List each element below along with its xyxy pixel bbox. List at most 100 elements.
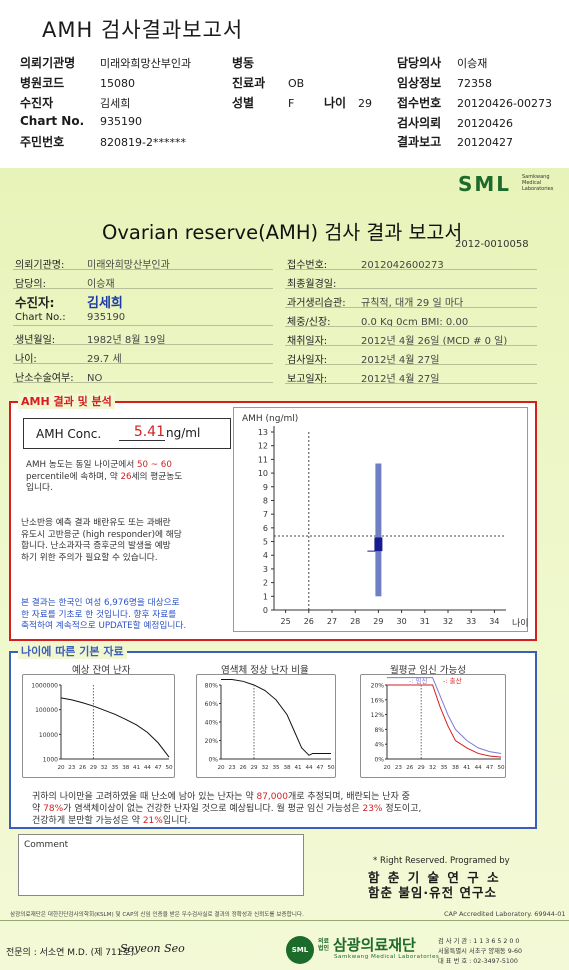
divider <box>285 307 537 308</box>
header-receipt-no: 접수번호 20120426-00273 <box>397 96 552 110</box>
mini-y-tick-label: 60% <box>205 701 219 708</box>
mini-y-tick-label: 1000000 <box>31 683 58 690</box>
sml-logo-subtitle: Samkwang Medical Laboratories <box>522 174 554 192</box>
info-doctor: 담당의: 이승재 <box>15 279 115 290</box>
x-tick-label: 32 <box>443 617 453 626</box>
mini-y-tick-label: 1000 <box>43 757 58 764</box>
mini-y-tick-label: 16% <box>371 697 385 704</box>
info-chart-no: Chart No.: 935190 <box>15 312 126 323</box>
mini-series-line <box>387 684 502 758</box>
x-tick-label: 26 <box>304 617 314 626</box>
y-tick-label: 9 <box>263 483 268 492</box>
y-tick-label: 13 <box>258 428 268 437</box>
contact-line-2: 서울특별시 서초구 양재동 9-60 <box>438 948 523 955</box>
foundation-name-en: Samkwang Medical Laboratories <box>334 954 440 960</box>
mini-x-tick-label: 32 <box>261 765 268 771</box>
mini-x-tick-label: 26 <box>79 765 87 771</box>
mini-x-tick-label: 26 <box>239 765 247 771</box>
header-hospital: 의뢰기관명 미래와희망산부인과 <box>20 56 192 70</box>
x-tick-label: 31 <box>420 617 430 626</box>
mini-x-tick-label: 41 <box>133 765 141 771</box>
foundation-type: 의료 법인 <box>318 938 330 952</box>
mini-y-tick-label: 8% <box>374 727 384 734</box>
header-ward: 병동 <box>232 56 255 70</box>
mini-x-tick-label: 35 <box>272 765 280 771</box>
mini-y-tick-label: 0% <box>374 757 384 764</box>
remaining-eggs-chart: 1000 10000 100000 1000000 20 23 26 29 32 35 38 41 44… <box>31 683 173 772</box>
y-tick-label: 10 <box>258 469 268 478</box>
amh-conc-unit: ng/ml <box>166 426 201 440</box>
mini-y-tick-label: 0% <box>208 757 218 764</box>
mini-x-tick-label: 44 <box>305 765 313 771</box>
mini-chart-frame-pregnancy: 0% 4% 8% 12% 16% 20% 20 23 26 29 32 35 38 41 44 47 50 -: … <box>360 674 506 778</box>
y-tick-label: 3 <box>263 565 268 574</box>
mini-x-tick-label: 32 <box>429 765 436 771</box>
header-age: 나이 29 <box>324 96 372 110</box>
y-tick-label: 6 <box>263 524 268 533</box>
mini-x-tick-label: 50 <box>165 765 173 771</box>
mini-y-tick-label: 20% <box>205 738 219 745</box>
legend-entry: -: 출산 <box>443 676 462 685</box>
divider <box>285 345 537 346</box>
x-tick-label: 28 <box>350 617 360 626</box>
header-clinical-info: 임상정보 72358 <box>397 76 492 90</box>
mini-x-tick-label: 26 <box>406 765 414 771</box>
footer-divider <box>0 920 569 921</box>
mini-x-tick-label: 44 <box>144 765 152 771</box>
mini-y-tick-label: 12% <box>371 712 385 719</box>
info-weight-height: 체중/신장: 0.0 Kg 0cm BMI: 0.00 <box>287 317 469 328</box>
x-axis-label: 나이 <box>512 618 529 629</box>
mini-x-tick-label: 44 <box>475 765 483 771</box>
legend-entry: -: 임신 <box>409 676 428 685</box>
mini-x-tick-label: 20 <box>217 765 225 771</box>
mini-x-tick-label: 20 <box>57 765 65 771</box>
comment-label: Comment <box>24 840 69 850</box>
age-summary-line-2: 약 78%가 염색체이상이 없는 건강한 난자일 것으로 예상됩니다. 월 평균… <box>32 804 422 814</box>
info-last-menstruation: 최종월경일: <box>287 279 337 290</box>
header-request-date: 검사의뢰 20120426 <box>397 116 513 130</box>
mini-x-tick-label: 41 <box>294 765 302 771</box>
percentile-paragraph: AMH 농도는 동일 나이군에서 50 ~ 60 percentile에 속하며… <box>26 460 183 494</box>
info-patient: 수진자: 김세희 <box>15 295 123 311</box>
report-number: 2012-0010058 <box>455 239 529 250</box>
x-tick-label: 25 <box>281 617 291 626</box>
mini-x-tick-label: 35 <box>111 765 119 771</box>
result-section-title: AMH 결과 및 분석 <box>18 393 115 409</box>
mini-y-tick-label: 100000 <box>35 707 58 714</box>
header-report-date: 결과보고 20120427 <box>397 135 513 149</box>
contact-line-3: 대 표 번 호 : 02-3497-5100 <box>438 958 518 965</box>
mini-x-tick-label: 47 <box>486 765 494 771</box>
mini-x-tick-label: 23 <box>395 765 403 771</box>
header-hospital-code: 병원코드 15080 <box>20 76 135 90</box>
divider <box>285 288 537 289</box>
divider <box>13 325 273 326</box>
divider <box>285 383 537 384</box>
mini-x-tick-label: 38 <box>122 765 130 771</box>
age-summary-line-1: 귀하의 나이만을 고려하였을 때 난소에 남아 있는 난자는 약 87,000개… <box>32 792 410 802</box>
pregnancy-chance-chart: 0% 4% 8% 12% 16% 20% 20 23 26 29 32 35 38 41 44 47 50 -: … <box>371 676 505 771</box>
x-tick-label: 30 <box>397 617 407 626</box>
x-tick-label: 34 <box>489 617 499 626</box>
amh-conc-value: 5.41 <box>119 424 165 441</box>
y-tick-label: 0 <box>263 606 268 615</box>
normal-egg-ratio-chart: 0% 20% 40% 60% 80% 20 23 26 29 32 35 38 41 44 47 50 <box>205 678 335 771</box>
mini-chart-frame-normal: 0% 20% 40% 60% 80% 20 23 26 29 32 35 38 41 44 47 50 <box>196 674 336 778</box>
divider <box>285 326 537 327</box>
header-sex: 성별 F <box>232 96 295 110</box>
mini-chart-title-pregnancy: 월평균 임신 가능성 <box>390 665 466 676</box>
mini-chart-title-eggs: 예상 잔여 난자 <box>72 665 131 676</box>
mini-x-tick-label: 47 <box>155 765 163 771</box>
info-collection-date: 채취일자: 2012년 4월 26일 (MCD # 0 일) <box>287 336 508 347</box>
info-report-date: 보고일자: 2012년 4월 27일 <box>287 374 440 385</box>
mini-x-tick-label: 35 <box>440 765 448 771</box>
institute-name-2: 함춘 불임·유전 연구소 <box>368 885 497 900</box>
mini-x-tick-label: 41 <box>463 765 471 771</box>
divider <box>13 382 273 383</box>
mini-y-tick-label: 4% <box>374 742 384 749</box>
contact-line-1: 검 사 기 관 : 1 1 3 6 5 2 0 0 <box>438 938 520 945</box>
x-tick-label: 29 <box>373 617 383 626</box>
age-section-title: 나이에 따른 기본 자료 <box>18 643 127 659</box>
divider <box>285 269 537 270</box>
y-tick-label: 2 <box>263 579 268 588</box>
